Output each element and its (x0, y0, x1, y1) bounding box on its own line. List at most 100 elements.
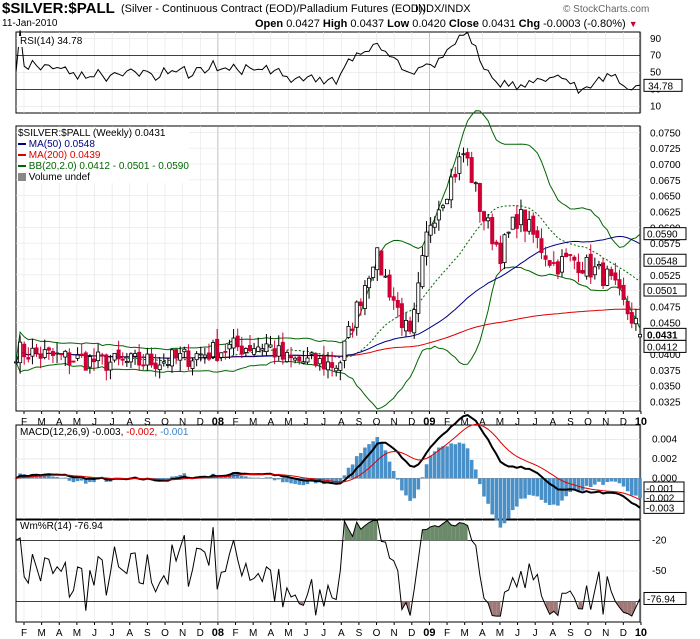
x-tick-label: D (620, 417, 627, 428)
candle-body (309, 352, 314, 355)
candle-body (395, 300, 400, 308)
macd-histogram-bar (515, 478, 519, 507)
legend-swatch (18, 173, 26, 182)
candle-body (190, 360, 195, 369)
macd-histogram-bar (88, 478, 92, 483)
candle-body (75, 354, 80, 359)
candle-body (313, 352, 318, 366)
price-tick-label: 0.0450 (650, 318, 681, 329)
price-tick-label: 0.0575 (650, 239, 681, 250)
candle-body (609, 269, 614, 277)
candle-body (268, 344, 273, 348)
candle-body (440, 205, 445, 209)
candle-body (412, 309, 417, 334)
description: (Silver - Continuous Contract (EOD)/Pall… (121, 3, 427, 15)
rsi-label-text: RSI(14) 34.78 (20, 36, 83, 47)
x-tick-label: A (479, 417, 486, 428)
macd-histogram-bar (494, 478, 499, 521)
ohlc-summary: Open 0.0427 High 0.0437 Low 0.0420 Close… (255, 18, 638, 30)
rsi-tick-label: 10 (650, 101, 662, 112)
candle-body (338, 362, 343, 371)
x-tick-label: N (391, 628, 398, 639)
candle-body (59, 353, 64, 356)
candle-body (399, 303, 404, 329)
candle-body (461, 153, 466, 156)
candle-body (354, 301, 359, 328)
macd-histogram-bar (490, 478, 495, 515)
candle-body (157, 364, 162, 371)
candle-body (588, 253, 593, 278)
candle-body (227, 344, 232, 350)
macd-histogram-bar (629, 478, 634, 496)
macd-histogram-bar (395, 478, 400, 480)
macd-histogram-bar (375, 437, 380, 479)
candle-body (186, 350, 191, 367)
candle-body (301, 361, 306, 364)
candle-body (55, 352, 60, 355)
x-tick-label: M (73, 417, 81, 428)
bb-upper-line (15, 110, 641, 362)
down-arrow-icon: ▼ (628, 19, 638, 29)
macd-histogram-bar (482, 478, 486, 497)
macd-histogram-bar (420, 477, 425, 479)
x-tick-label: 09 (423, 416, 435, 428)
price-legend: $SILVER:$PALL (Weekly) 0.0431 MA(50) 0.0… (18, 128, 189, 183)
candle-body (206, 352, 211, 360)
macd-histogram-bar (498, 478, 503, 528)
x-tick-label: J (110, 628, 115, 639)
candle-body (317, 358, 322, 365)
macd-histogram-bar (551, 478, 556, 505)
candle-body (432, 222, 437, 228)
candle-body (576, 261, 581, 274)
candle-body (564, 252, 569, 258)
x-tick-label: J (321, 628, 326, 639)
candle-body (42, 349, 47, 358)
candle-body (527, 219, 532, 232)
price-tick-label: 0.0350 (650, 382, 681, 393)
macd-histogram-bar (391, 470, 396, 479)
candle-body (198, 353, 203, 356)
candle-body (535, 230, 540, 238)
x-tick-label: M (284, 417, 292, 428)
candle-body (165, 364, 170, 366)
macd-histogram-bar (634, 478, 638, 496)
candle-body (100, 354, 105, 357)
x-tick-label: A (479, 628, 486, 639)
candle-body (416, 282, 421, 314)
candle-body (137, 351, 142, 366)
x-tick-label: 08 (212, 627, 224, 639)
price-tick-label: 0.0475 (650, 303, 681, 314)
x-tick-label: S (356, 417, 363, 428)
wr-oversold-fill (631, 601, 636, 617)
rsi-tick-label: 50 (650, 68, 662, 79)
candle-body (523, 209, 528, 232)
candle-body (334, 367, 339, 372)
candle-body (592, 266, 597, 276)
candle-body (568, 254, 573, 256)
candle-body (465, 152, 470, 159)
macd-histogram-bar (235, 472, 240, 479)
price-tick-label: 0.0725 (650, 144, 681, 155)
wr-overbought-fill (360, 525, 365, 541)
macd-histogram-bar (601, 478, 605, 485)
candle-body (453, 173, 458, 178)
macd-histogram-bar (461, 443, 466, 479)
macd-histogram-bar (248, 477, 252, 479)
candle-body (625, 300, 630, 315)
macd-histogram-bar (363, 447, 367, 479)
symbol: $SILVER:$PALL (2, 0, 115, 17)
candle-body (260, 348, 265, 351)
candle-body (617, 279, 622, 289)
macd-histogram-bar (539, 478, 544, 500)
legend-bb: BB(20,2.0) 0.0412 - 0.0501 - 0.0590 (18, 161, 189, 172)
candle-body (638, 333, 643, 338)
macd-histogram-bar (556, 478, 560, 506)
x-tick-label: O (373, 417, 381, 428)
wr-label: Wm%R(14) -76.94 (18, 521, 105, 532)
wr-overbought-fill (459, 522, 464, 541)
macd-histogram-bar (588, 478, 593, 487)
candle-body (387, 274, 392, 298)
wr-overbought-fill (438, 523, 443, 541)
x-tick-label: M (461, 417, 469, 428)
macd-histogram-bar (83, 478, 88, 484)
